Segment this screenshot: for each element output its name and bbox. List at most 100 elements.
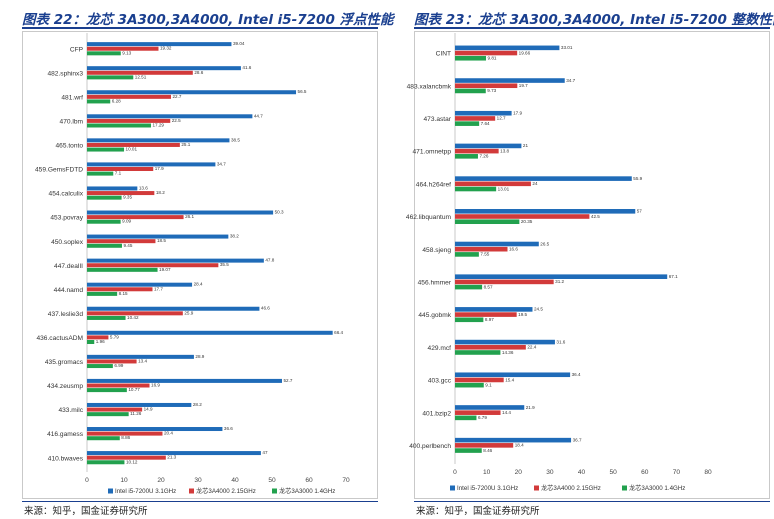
bar-3a4000-410-bwaves <box>87 455 166 460</box>
bar-3a3000-445-gobmk <box>455 317 484 323</box>
data-label-3a4000-433-milc: 14.9 <box>144 407 153 412</box>
bar-3a3000-464-h264ref <box>455 186 497 192</box>
bar-3a4000-473-astar <box>455 116 496 121</box>
bar-3a3000-435-gromacs <box>87 364 113 369</box>
x-tick-label-20: 20 <box>515 469 523 476</box>
data-label-3a4000-470-lbm: 22.5 <box>172 118 181 123</box>
data-label-intel-465-tonto: 38.5 <box>231 137 240 142</box>
data-label-intel-416-gamess: 36.6 <box>224 426 233 431</box>
category-label-483-xalancbmk: 483.xalancbmk <box>407 83 452 90</box>
bar-intel-456-hmmer <box>455 274 668 279</box>
bar-3a3000-470-lbm <box>87 123 151 128</box>
data-label-3a3000-481-wrf: 6.28 <box>112 98 121 103</box>
data-label-3a4000-cint: 19.66 <box>519 50 531 55</box>
data-label-3a4000-410-bwaves: 21.3 <box>167 455 176 460</box>
bar-3a3000-482-sphinx3 <box>87 75 134 80</box>
legend-label-3a4000: 龙芯3A4000 2.15GHz <box>541 484 601 492</box>
float-performance-panel: 图表 22：龙芯 3A300,3A4000, Intel i5-7200 浮点性… <box>0 0 394 519</box>
data-label-intel-471-omnetpp: 21 <box>523 143 529 148</box>
legend-swatch-3a4000 <box>189 488 194 494</box>
legend-swatch-3a3000 <box>622 485 627 491</box>
bar-intel-459-gemsfdtd <box>87 162 216 167</box>
data-label-3a4000-444-namd: 17.7 <box>154 286 163 291</box>
bar-3a3000-462-libquantum <box>455 219 520 225</box>
bar-3a4000-456-hmmer <box>455 279 554 285</box>
data-label-3a4000-403-gcc: 15.4 <box>505 377 514 382</box>
bar-3a3000-437-leslie3d <box>87 315 126 320</box>
bar-3a3000-453-povray <box>87 219 121 224</box>
bar-3a4000-482-sphinx3 <box>87 70 193 75</box>
chart-frame <box>414 31 770 499</box>
category-label-471-omnetpp: 471.omnetpp <box>413 149 452 156</box>
data-label-3a4000-453-povray: 26.1 <box>185 214 194 219</box>
category-label-434-zeusmp: 434.zeusmp <box>47 383 83 390</box>
data-label-intel-473-astar: 17.9 <box>513 111 522 116</box>
category-label-403-gcc: 403.gcc <box>428 378 452 385</box>
legend-swatch-intel <box>108 488 113 494</box>
data-label-3a4000-483-xalancbmk: 19.7 <box>519 83 528 88</box>
category-label-cfp: CFP <box>70 46 84 53</box>
data-label-3a4000-473-astar: 12.7 <box>497 116 506 121</box>
data-label-3a4000-416-gamess: 20.4 <box>164 431 173 436</box>
bar-intel-450-soplex <box>87 234 229 239</box>
data-label-3a4000-464-h264ref: 24 <box>532 181 538 186</box>
legend-label-intel: Intel i5-7200U 3.1GHz <box>115 488 176 495</box>
category-label-462-libquantum: 462.libquantum <box>406 214 452 221</box>
data-label-3a3000-465-tonto: 10.01 <box>126 147 138 152</box>
data-label-3a4000-401-bzip2: 14.4 <box>502 410 511 415</box>
source-rule <box>414 501 770 502</box>
category-label-450-soplex: 450.soplex <box>51 239 84 246</box>
data-label-intel-cfp: 39.04 <box>233 41 245 46</box>
bar-3a3000-447-dealii <box>87 267 158 272</box>
bar-intel-435-gromacs <box>87 354 194 359</box>
x-tick-label-0: 0 <box>453 469 457 476</box>
data-label-3a3000-429-mcf: 14.36 <box>502 350 514 355</box>
data-label-intel-450-soplex: 38.2 <box>230 234 239 239</box>
data-label-3a3000-473-astar: 7.64 <box>481 121 490 126</box>
data-label-intel-458-sjeng: 26.5 <box>540 241 549 246</box>
data-label-intel-444-namd: 28.4 <box>194 282 203 287</box>
category-label-429-mcf: 429.mcf <box>428 345 452 352</box>
data-label-3a3000-444-namd: 8.15 <box>119 291 128 296</box>
bar-intel-429-mcf <box>455 339 555 345</box>
category-label-453-povray: 453.povray <box>50 215 83 222</box>
data-label-intel-482-sphinx3: 41.6 <box>242 65 251 70</box>
bar-3a3000-416-gamess <box>87 436 120 441</box>
data-label-intel-445-gobmk: 24.5 <box>534 307 543 312</box>
bar-intel-465-tonto <box>87 138 230 143</box>
data-label-3a3000-462-libquantum: 20.35 <box>521 219 533 224</box>
bar-3a4000-464-h264ref <box>455 181 531 187</box>
data-label-3a3000-410-bwaves: 10.12 <box>126 459 138 464</box>
bar-3a4000-465-tonto <box>87 142 180 147</box>
bar-intel-470-lbm <box>87 114 253 119</box>
bar-3a3000-436-cactusadm <box>87 339 95 344</box>
bar-3a4000-453-povray <box>87 215 184 220</box>
x-tick-label-40: 40 <box>578 469 586 476</box>
bar-3a4000-434-zeusmp <box>87 383 150 388</box>
bar-intel-437-leslie3d <box>87 306 260 311</box>
category-label-464-h264ref: 464.h264ref <box>416 181 451 188</box>
x-tick-label-50: 50 <box>268 477 276 484</box>
x-tick-label-70: 70 <box>342 477 350 484</box>
data-label-3a4000-456-hmmer: 31.2 <box>555 279 564 284</box>
bar-3a4000-429-mcf <box>455 344 526 350</box>
data-label-3a3000-cint: 9.81 <box>488 56 497 61</box>
data-label-3a4000-450-soplex: 18.5 <box>157 238 166 243</box>
data-label-3a3000-400-perlbench: 8.46 <box>483 448 492 453</box>
category-label-465-tonto: 465.tonto <box>56 143 84 150</box>
data-label-3a3000-470-lbm: 17.29 <box>152 122 164 127</box>
data-label-intel-400-perlbench: 36.7 <box>573 437 582 442</box>
legend-label-3a3000: 龙芯3A3000 1.4GHz <box>629 484 685 492</box>
category-label-416-gamess: 416.gamess <box>47 431 84 438</box>
bar-intel-453-povray <box>87 210 274 215</box>
bar-3a4000-436-cactusadm <box>87 335 109 340</box>
data-label-intel-cint: 33.01 <box>561 45 573 50</box>
data-label-intel-459-gemsfdtd: 34.7 <box>217 161 226 166</box>
data-label-intel-436-cactusadm: 66.4 <box>334 330 343 335</box>
category-label-445-gobmk: 445.gobmk <box>418 312 451 319</box>
data-label-intel-464-h264ref: 55.9 <box>633 176 642 181</box>
data-label-3a4000-481-wrf: 22.7 <box>172 94 181 99</box>
category-label-433-milc: 433.milc <box>58 407 83 414</box>
category-label-458-sjeng: 458.sjeng <box>422 247 451 254</box>
data-label-3a4000-447-dealii: 35.5 <box>220 262 229 267</box>
